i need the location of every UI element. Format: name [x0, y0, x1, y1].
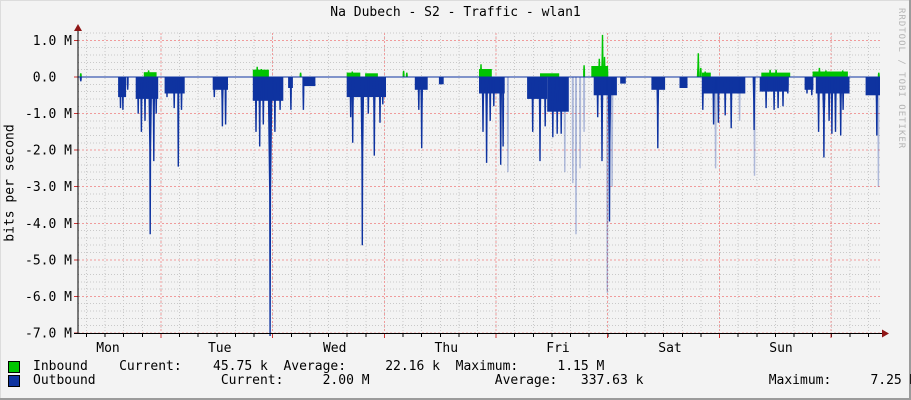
- svg-text:-7.0 M: -7.0 M: [25, 327, 72, 342]
- inbound-legend-swatch: [8, 361, 20, 373]
- svg-text:Sat: Sat: [658, 341, 681, 356]
- svg-text:0.0: 0.0: [33, 71, 56, 86]
- svg-text:1.0 M: 1.0 M: [33, 34, 72, 49]
- svg-text:-3.0 M: -3.0 M: [25, 180, 72, 195]
- outbound-legend-swatch: [8, 375, 20, 387]
- svg-text:Wed: Wed: [323, 341, 346, 356]
- axis-arrows: [74, 24, 889, 338]
- legend-row-outbound: Outbound Current: 2.00 M Average: 337.63…: [8, 374, 911, 388]
- legend-row-inbound: Inbound Current: 45.75 k Average: 22.16 …: [8, 360, 604, 374]
- inbound-legend-text: Inbound Current: 45.75 k Average: 22.16 …: [33, 359, 605, 374]
- svg-text:Mon: Mon: [96, 341, 119, 356]
- svg-text:-1.0 M: -1.0 M: [25, 107, 72, 122]
- svg-text:Thu: Thu: [435, 341, 458, 356]
- series-inbound: [79, 34, 880, 77]
- svg-text:-4.0 M: -4.0 M: [25, 217, 72, 232]
- svg-text:-2.0 M: -2.0 M: [25, 144, 72, 159]
- svg-text:Tue: Tue: [208, 341, 232, 356]
- series-outbound: [79, 77, 880, 336]
- rrdtool-watermark: RRDTOOL / TOBI OETIKER: [896, 8, 906, 150]
- outbound-legend-text: Outbound Current: 2.00 M Average: 337.63…: [33, 373, 911, 388]
- graph-title: Na Dubech - S2 - Traffic - wlan1: [330, 5, 581, 20]
- svg-text:Sun: Sun: [769, 341, 792, 356]
- svg-text:Fri: Fri: [546, 341, 569, 356]
- x-day-labels: Mon Tue Wed Thu Fri Sat Sun: [96, 341, 792, 356]
- svg-text:-5.0 M: -5.0 M: [25, 253, 72, 268]
- svg-text:-6.0 M: -6.0 M: [25, 290, 72, 305]
- y-tick-labels: 1.0 M 0.0 -1.0 M -2.0 M -3.0 M -4.0 M -5.0 M -6…: [25, 34, 72, 342]
